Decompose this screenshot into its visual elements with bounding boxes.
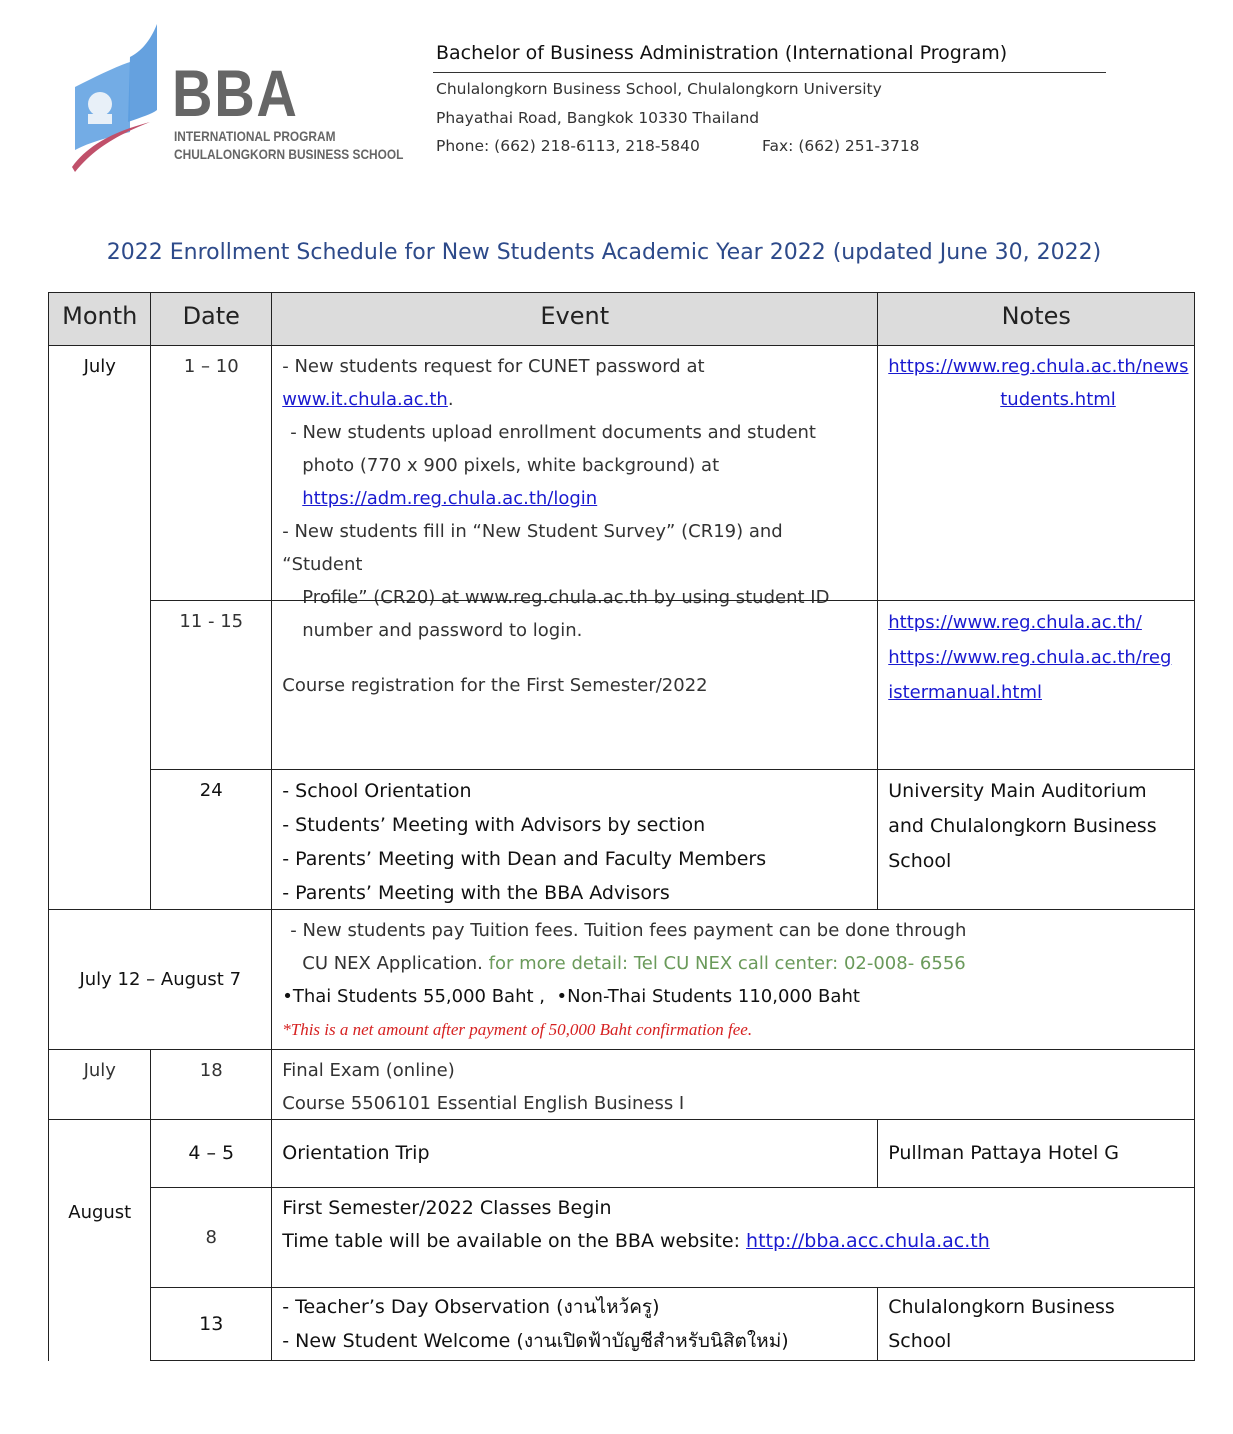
reg-manual-link-cont[interactable]: istermanual.html [888,682,1042,704]
month-text: August [68,1202,132,1224]
period-july12-aug7: July 12 – August 7 [48,909,273,1051]
logo-wordmark: BBA [172,56,299,130]
event-text: Orientation Trip [282,1142,430,1165]
date-13: 13 [150,1287,273,1362]
reg-news-link[interactable]: https://www.reg.chula.ac.th/news [888,356,1189,378]
note-text: Pullman Pattaya Hotel G [888,1142,1120,1165]
event-r2: Course registration for the First Semest… [271,600,879,771]
event-text: - New students pay Tuition fees. Tuition… [290,920,967,942]
event-r6: Orientation Trip [271,1119,879,1189]
fee-footnote: *This is a net amount after payment of 5… [282,1020,753,1040]
note-text: School [888,850,952,873]
event-text: - Parents’ Meeting with the BBA Advisors [282,882,670,905]
logo-line1: INTERNATIONAL PROGRAM [174,128,336,144]
date-18: 18 [150,1049,273,1121]
reg-news-link-cont[interactable]: tudents.html [1000,389,1116,411]
header-divider [433,72,1106,73]
col-header-notes: Notes [877,292,1196,347]
note-text: Chulalongkorn Business [888,1296,1115,1319]
address: Phayathai Road, Bangkok 10330 Thailand [436,109,760,127]
event-text: CU NEX Application. [302,953,489,975]
event-text: - New students request for CUNET passwor… [282,356,705,378]
event-text: - New Student Welcome (งานเปิดฟ้าบัญชีสำ… [282,1330,789,1353]
bullet-icon: • [282,986,293,1008]
event-r8: - Teacher’s Day Observation (งานไหว้ครู)… [271,1287,879,1362]
event-text: - Teacher’s Day Observation (งานไหว้ครู) [282,1296,660,1319]
note-text: University Main Auditorium [888,780,1147,803]
bba-logo: BBA INTERNATIONAL PROGRAM CHULALONGKORN … [70,22,410,172]
note-text: School [888,1330,952,1353]
phone: Phone: (662) 218-6113, 218-5840 [436,137,700,155]
event-text: Time table will be available on the BBA … [282,1230,747,1253]
event-text: . [447,389,454,411]
program-name: Bachelor of Business Administration (Int… [436,42,1008,64]
date-11-15: 11 - 15 [150,600,273,771]
date-8: 8 [150,1187,273,1289]
page-title: 2022 Enrollment Schedule for New Student… [106,240,1102,265]
event-text: - School Orientation [282,780,472,803]
school-name: Chulalongkorn Business School, Chulalong… [436,80,882,98]
fee-thai: Thai Students 55,000 Baht , [292,986,545,1008]
month-august: August [48,1119,152,1362]
bullet-icon: • [556,986,568,1008]
event-text: Profile” (CR20) at www.reg.chula.ac.th b… [302,587,830,609]
notes-r1: https://www.reg.chula.ac.th/news tudents… [877,345,1196,602]
month-july-2: July [48,1049,152,1121]
event-text: photo (770 x 900 pixels, white backgroun… [302,455,720,477]
date-4-5: 4 – 5 [150,1119,273,1189]
date-1-10: 1 – 10 [150,345,273,602]
reg-manual-link[interactable]: https://www.reg.chula.ac.th/reg [888,647,1172,669]
date-text: 8 [205,1227,217,1249]
event-r3: - School Orientation - Students’ Meeting… [271,769,879,911]
notes-r3: University Main Auditorium and Chulalong… [877,769,1196,911]
logo-line2: CHULALONGKORN BUSINESS SCHOOL [174,146,404,162]
event-text: - New students upload enrollment documen… [290,422,816,444]
notes-r2: https://www.reg.chula.ac.th/ https://www… [877,600,1196,771]
logo-flag-icon [72,24,157,172]
event-text: Course 5506101 Essential English Busines… [282,1093,685,1115]
note-text: and Chulalongkorn Business [888,815,1157,838]
month-july: July [48,345,152,911]
bba-website-link[interactable]: http://bba.acc.chula.ac.th [746,1230,990,1253]
event-text: - Students’ Meeting with Advisors by sec… [282,814,706,837]
event-text: Course registration for the First Semest… [282,674,708,696]
notes-r8: Chulalongkorn Business School [877,1287,1196,1362]
reg-home-link[interactable]: https://www.reg.chula.ac.th/ [888,612,1142,634]
event-text: - Parents’ Meeting with Dean and Faculty… [282,848,767,871]
event-r7: First Semester/2022 Classes Begin Time t… [271,1187,1196,1289]
event-text: Final Exam (online) [282,1060,455,1082]
date-24: 24 [150,769,273,911]
adm-login-link[interactable]: https://adm.reg.chula.ac.th/login [302,488,598,510]
col-header-month: Month [48,292,152,347]
event-r4: - New students pay Tuition fees. Tuition… [271,909,1196,1051]
call-center-note: for more detail: Tel CU NEX call center:… [488,953,966,975]
notes-r6: Pullman Pattaya Hotel G [877,1119,1196,1189]
date-text: 13 [199,1312,224,1335]
event-r5: Final Exam (online) Course 5506101 Essen… [271,1049,1196,1121]
event-text: First Semester/2022 Classes Begin [282,1197,612,1220]
fee-non-thai: Non-Thai Students 110,000 Baht [567,986,860,1008]
event-r1: - New students request for CUNET passwor… [271,345,879,641]
event-text: number and password to login. [302,620,583,642]
col-header-event: Event [271,292,879,347]
event-text: - New students fill in “New Student Surv… [282,521,783,576]
date-text: 4 – 5 [188,1142,235,1165]
fax: Fax: (662) 251-3718 [762,137,920,155]
cunet-link[interactable]: www.it.chula.ac.th [282,389,448,411]
col-header-date: Date [150,292,273,347]
period-text: July 12 – August 7 [79,969,242,991]
